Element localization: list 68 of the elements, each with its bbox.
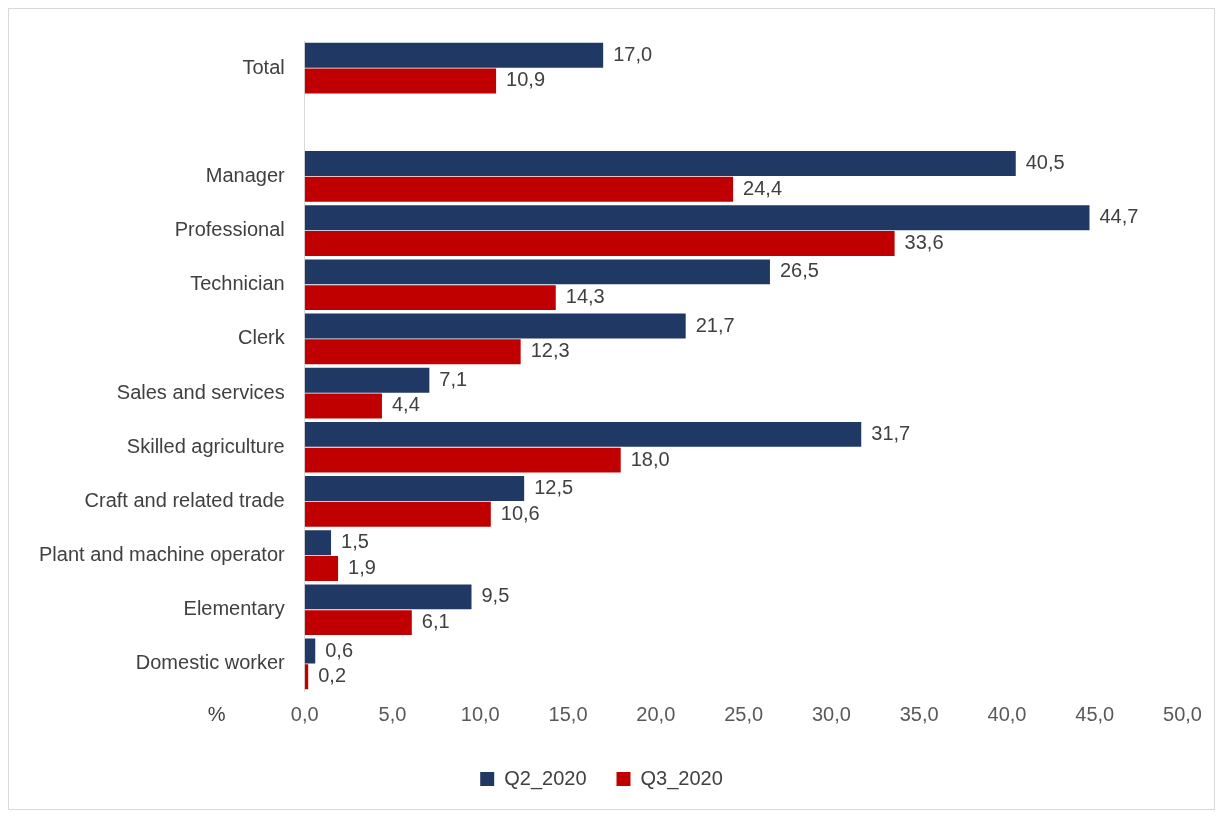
x-tick-label: 15,0: [548, 702, 588, 725]
y-tick-label: Technician: [190, 272, 285, 295]
bar: [304, 285, 556, 311]
data-label: 12,3: [530, 339, 570, 362]
data-label: 17,0: [613, 42, 653, 65]
bar: [304, 476, 525, 502]
data-label: 12,5: [534, 476, 574, 499]
data-label: 0,2: [318, 664, 347, 687]
x-tick-label: 5,0: [378, 702, 407, 725]
x-tick-label: 45,0: [1075, 702, 1115, 725]
x-tick-label: 30,0: [811, 702, 851, 725]
y-tick-label: Clerk: [238, 326, 286, 349]
data-label: 24,4: [743, 176, 783, 199]
data-label: 1,9: [348, 555, 376, 578]
x-tick-label: 0,0: [290, 702, 319, 725]
data-label: 0,6: [325, 638, 354, 661]
data-label: 1,5: [341, 530, 369, 553]
bar: [304, 610, 412, 636]
x-tick-label: 10,0: [460, 702, 500, 725]
data-label: 40,5: [1025, 151, 1065, 174]
bar: [304, 530, 332, 556]
x-tick-label: 25,0: [724, 702, 764, 725]
bar: [304, 205, 1090, 231]
bar: [304, 393, 382, 419]
bar: [304, 339, 521, 365]
bar: [304, 638, 316, 664]
y-tick-label: Manager: [205, 163, 286, 186]
data-label: 7,1: [439, 367, 468, 390]
x-tick-label: 40,0: [987, 702, 1027, 725]
bar: [304, 151, 1016, 177]
bar: [304, 555, 339, 581]
x-tick-label: 50,0: [1163, 702, 1203, 725]
data-label: 4,4: [391, 393, 420, 416]
bar: [304, 42, 604, 68]
data-label: 31,7: [871, 421, 911, 444]
y-tick-label: Total: [242, 55, 285, 78]
bar: [304, 259, 770, 285]
y-tick-label: Skilled agriculture: [126, 434, 285, 457]
y-tick-label: Sales and services: [116, 380, 285, 403]
bar: [304, 447, 621, 473]
data-label: 33,6: [904, 230, 944, 253]
bar: [304, 68, 497, 94]
bar: [304, 421, 862, 447]
data-label: 6,1: [421, 610, 450, 633]
y-tick-label: Plant and machine operator: [38, 543, 286, 566]
bar: [304, 230, 895, 256]
data-label: 21,7: [695, 313, 735, 336]
bar: [304, 584, 472, 610]
bar: [304, 367, 430, 393]
legend-label: Q2_2020: [504, 766, 587, 790]
data-label: 26,5: [779, 259, 819, 282]
bar: [304, 501, 491, 527]
data-label: 14,3: [565, 285, 605, 308]
data-label: 10,6: [500, 501, 540, 524]
x-axis-title: %: [207, 702, 226, 725]
x-tick-label: 35,0: [899, 702, 939, 725]
bar: [304, 176, 734, 202]
y-tick-label: Craft and related trade: [84, 488, 285, 511]
y-tick-label: Elementary: [183, 597, 285, 620]
data-label: 18,0: [630, 447, 670, 470]
y-tick-label: Domestic worker: [135, 651, 286, 674]
y-tick-label: Professional: [174, 218, 285, 241]
legend-label: Q3_2020: [640, 766, 723, 790]
data-label: 44,7: [1099, 205, 1139, 228]
data-label: 9,5: [481, 584, 510, 607]
bar: [304, 313, 686, 339]
x-tick-label: 20,0: [636, 702, 676, 725]
data-label: 10,9: [506, 68, 546, 91]
